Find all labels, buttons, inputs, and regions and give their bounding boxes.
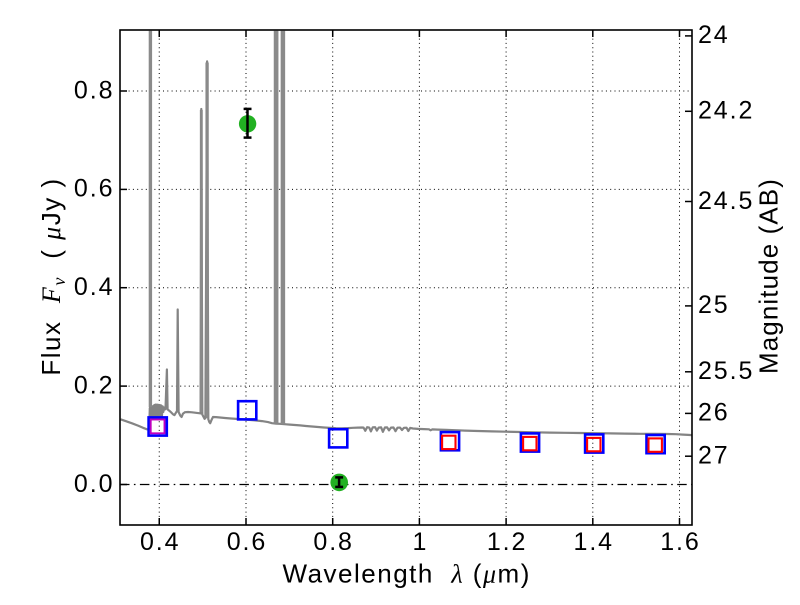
svg-text:26: 26: [698, 399, 730, 427]
svg-text:24.2: 24.2: [698, 97, 754, 125]
svg-text:Flux Fν ( μJy ): Flux Fν ( μJy ): [36, 177, 69, 375]
svg-text:24: 24: [698, 21, 730, 49]
svg-text:0.4: 0.4: [74, 273, 114, 301]
svg-text:Magnitude (AB): Magnitude (AB): [754, 178, 784, 374]
svg-text:24.5: 24.5: [698, 187, 754, 215]
svg-text:0.4: 0.4: [140, 528, 180, 556]
svg-text:25.5: 25.5: [698, 357, 754, 385]
svg-text:0.6: 0.6: [227, 528, 267, 556]
svg-text:1.6: 1.6: [660, 528, 700, 556]
svg-text:0.8: 0.8: [74, 76, 114, 104]
svg-text:0.6: 0.6: [74, 175, 114, 203]
svg-text:1.2: 1.2: [487, 528, 527, 556]
svg-text:Wavelength λ (μm): Wavelength λ (μm): [283, 559, 531, 589]
svg-text:0.2: 0.2: [74, 371, 114, 399]
svg-text:0.8: 0.8: [313, 528, 353, 556]
svg-text:1.4: 1.4: [574, 528, 614, 556]
svg-text:27: 27: [698, 442, 730, 470]
svg-text:0.0: 0.0: [74, 470, 114, 498]
svg-text:25: 25: [698, 291, 730, 319]
svg-text:1: 1: [412, 528, 428, 556]
